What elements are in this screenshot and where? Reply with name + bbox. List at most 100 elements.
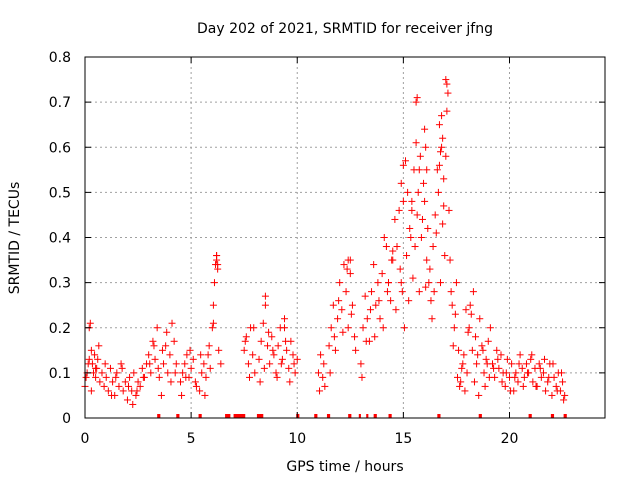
data-point xyxy=(403,252,411,260)
data-point xyxy=(493,346,501,354)
data-point xyxy=(293,355,301,363)
data-point xyxy=(157,391,165,399)
data-point xyxy=(429,243,437,251)
data-point xyxy=(269,346,277,354)
data-point xyxy=(409,274,417,282)
data-point xyxy=(395,206,403,214)
data-point xyxy=(82,373,90,381)
data-point xyxy=(283,346,291,354)
data-point xyxy=(94,355,102,363)
data-point xyxy=(200,360,208,368)
data-point xyxy=(343,265,351,273)
data-point xyxy=(268,333,276,341)
data-point xyxy=(421,197,429,205)
data-point xyxy=(432,229,440,237)
data-point xyxy=(177,378,185,386)
data-point xyxy=(407,234,415,241)
data-point xyxy=(202,373,210,381)
data-point xyxy=(244,360,252,368)
y-tick-label: 0.8 xyxy=(49,50,71,66)
data-point xyxy=(430,288,438,296)
data-point xyxy=(273,373,281,381)
data-point xyxy=(466,301,474,309)
data-point xyxy=(189,355,197,363)
data-point xyxy=(553,387,561,395)
data-point xyxy=(87,346,95,354)
data-point xyxy=(426,265,434,273)
data-point xyxy=(155,373,163,381)
data-point xyxy=(351,333,359,341)
data-point xyxy=(172,360,180,368)
data-point xyxy=(241,337,249,345)
data-point xyxy=(98,369,106,377)
data-point xyxy=(444,89,452,97)
x-tick-label: 0 xyxy=(81,431,90,447)
data-point xyxy=(335,297,343,305)
data-point xyxy=(371,333,379,341)
data-point xyxy=(281,315,289,323)
y-tick-label: 0.6 xyxy=(49,140,71,156)
chart-title: Day 202 of 2021, SRMTID for receiver jfn… xyxy=(197,21,493,37)
data-point xyxy=(376,315,384,323)
data-point xyxy=(404,188,412,196)
data-point xyxy=(109,378,117,386)
baseline-marker xyxy=(314,414,318,418)
data-point xyxy=(481,382,489,390)
data-point xyxy=(146,360,154,368)
data-point xyxy=(478,342,486,350)
data-point xyxy=(290,360,298,368)
data-point xyxy=(138,364,146,372)
data-point xyxy=(446,256,454,264)
data-point xyxy=(375,297,383,305)
data-point xyxy=(198,369,206,377)
data-point xyxy=(204,351,212,359)
x-axis-label: GPS time / hours xyxy=(286,459,403,475)
baseline-marker xyxy=(358,414,361,418)
data-point xyxy=(475,391,483,399)
data-point xyxy=(164,369,172,377)
data-point xyxy=(397,279,405,287)
baseline-marker xyxy=(437,414,441,418)
x-tick-label: 5 xyxy=(187,431,196,447)
data-point xyxy=(326,369,334,377)
data-point xyxy=(317,351,325,359)
data-point xyxy=(411,243,419,251)
data-point xyxy=(87,387,95,395)
data-point xyxy=(347,310,355,318)
data-point xyxy=(192,382,200,390)
data-point xyxy=(285,364,293,372)
data-point xyxy=(490,364,498,372)
data-point xyxy=(205,342,213,350)
data-point xyxy=(501,382,509,390)
data-point xyxy=(435,121,443,129)
baseline-marker xyxy=(478,414,482,418)
data-point xyxy=(415,288,423,296)
data-point xyxy=(92,373,100,381)
data-point xyxy=(423,256,431,264)
data-point xyxy=(398,288,406,296)
data-point xyxy=(132,391,140,399)
data-point xyxy=(428,315,436,323)
data-point xyxy=(424,224,432,232)
baseline-marker xyxy=(373,414,377,418)
data-point xyxy=(147,369,155,377)
data-point xyxy=(250,324,258,332)
data-point xyxy=(545,373,553,381)
data-point xyxy=(469,288,477,296)
data-point xyxy=(153,324,161,332)
data-point xyxy=(396,265,404,273)
data-point xyxy=(439,220,447,228)
data-point xyxy=(414,188,422,196)
data-point xyxy=(418,215,426,223)
baseline-marker xyxy=(256,414,264,418)
data-point xyxy=(461,387,469,395)
baseline-marker xyxy=(348,414,352,418)
data-point xyxy=(104,387,112,395)
data-point xyxy=(412,98,420,106)
data-point xyxy=(217,360,225,368)
data-point xyxy=(170,337,178,345)
data-point xyxy=(552,382,560,390)
data-point xyxy=(449,342,457,350)
data-point xyxy=(442,152,450,160)
data-point xyxy=(368,288,376,296)
